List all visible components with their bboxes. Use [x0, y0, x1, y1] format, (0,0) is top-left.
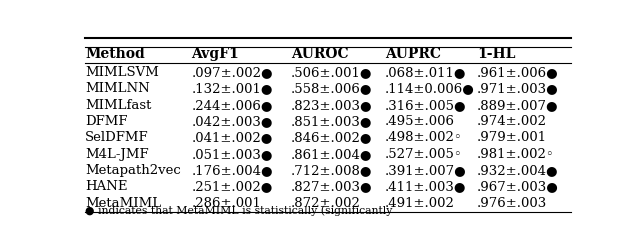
Text: .823±.003●: .823±.003●	[291, 99, 372, 112]
Text: AUPRC: AUPRC	[385, 47, 441, 61]
Text: .491±.002: .491±.002	[385, 197, 455, 210]
Text: .976±.003: .976±.003	[477, 197, 547, 210]
Text: MetaMIML: MetaMIML	[85, 197, 161, 210]
Text: HANE: HANE	[85, 180, 127, 193]
Text: .411±.003●: .411±.003●	[385, 180, 467, 193]
Text: .971±.003●: .971±.003●	[477, 82, 559, 95]
Text: .974±.002: .974±.002	[477, 115, 547, 128]
Text: .961±.006●: .961±.006●	[477, 66, 559, 79]
Text: .051±.003●: .051±.003●	[191, 148, 273, 161]
Text: .244±.006●: .244±.006●	[191, 99, 273, 112]
Text: .889±.007●: .889±.007●	[477, 99, 558, 112]
Text: AvgF1: AvgF1	[191, 47, 239, 61]
Text: .527±.005◦: .527±.005◦	[385, 148, 463, 161]
Text: .932±.004●: .932±.004●	[477, 164, 558, 177]
Text: .391±.007●: .391±.007●	[385, 164, 467, 177]
Text: MIMLfast: MIMLfast	[85, 99, 151, 112]
Text: .846±.002●: .846±.002●	[291, 131, 372, 144]
Text: .316±.005●: .316±.005●	[385, 99, 467, 112]
Text: .176±.004●: .176±.004●	[191, 164, 273, 177]
Text: .967±.003●: .967±.003●	[477, 180, 559, 193]
Text: .981±.002◦: .981±.002◦	[477, 148, 554, 161]
Text: AUROC: AUROC	[291, 47, 348, 61]
Text: .041±.002●: .041±.002●	[191, 131, 273, 144]
Text: Metapath2vec: Metapath2vec	[85, 164, 180, 177]
Text: Method: Method	[85, 47, 145, 61]
Text: SelDFMF: SelDFMF	[85, 131, 148, 144]
Text: .872±.002: .872±.002	[291, 197, 361, 210]
Text: MIMLNN: MIMLNN	[85, 82, 150, 95]
Text: .114±0.006●: .114±0.006●	[385, 82, 475, 95]
Text: .498±.002◦: .498±.002◦	[385, 131, 463, 144]
Text: .558±.006●: .558±.006●	[291, 82, 372, 95]
Text: MIMLSVM: MIMLSVM	[85, 66, 159, 79]
Text: .979±.001: .979±.001	[477, 131, 547, 144]
Text: .712±.008●: .712±.008●	[291, 164, 372, 177]
Text: .068±.011●: .068±.011●	[385, 66, 467, 79]
Text: 1-HL: 1-HL	[477, 47, 515, 61]
Text: .132±.001●: .132±.001●	[191, 82, 273, 95]
Text: ● indicates that MetaMIML is statistically (significantly: ● indicates that MetaMIML is statistical…	[85, 206, 392, 216]
Text: DFMF: DFMF	[85, 115, 127, 128]
Text: .042±.003●: .042±.003●	[191, 115, 273, 128]
Text: M4L-JMF: M4L-JMF	[85, 148, 148, 161]
Text: .286±.001: .286±.001	[191, 197, 262, 210]
Text: .495±.006: .495±.006	[385, 115, 455, 128]
Text: .851±.003●: .851±.003●	[291, 115, 372, 128]
Text: .506±.001●: .506±.001●	[291, 66, 372, 79]
Text: .827±.003●: .827±.003●	[291, 180, 372, 193]
Text: .097±.002●: .097±.002●	[191, 66, 273, 79]
Text: .251±.002●: .251±.002●	[191, 180, 273, 193]
Text: .861±.004●: .861±.004●	[291, 148, 372, 161]
